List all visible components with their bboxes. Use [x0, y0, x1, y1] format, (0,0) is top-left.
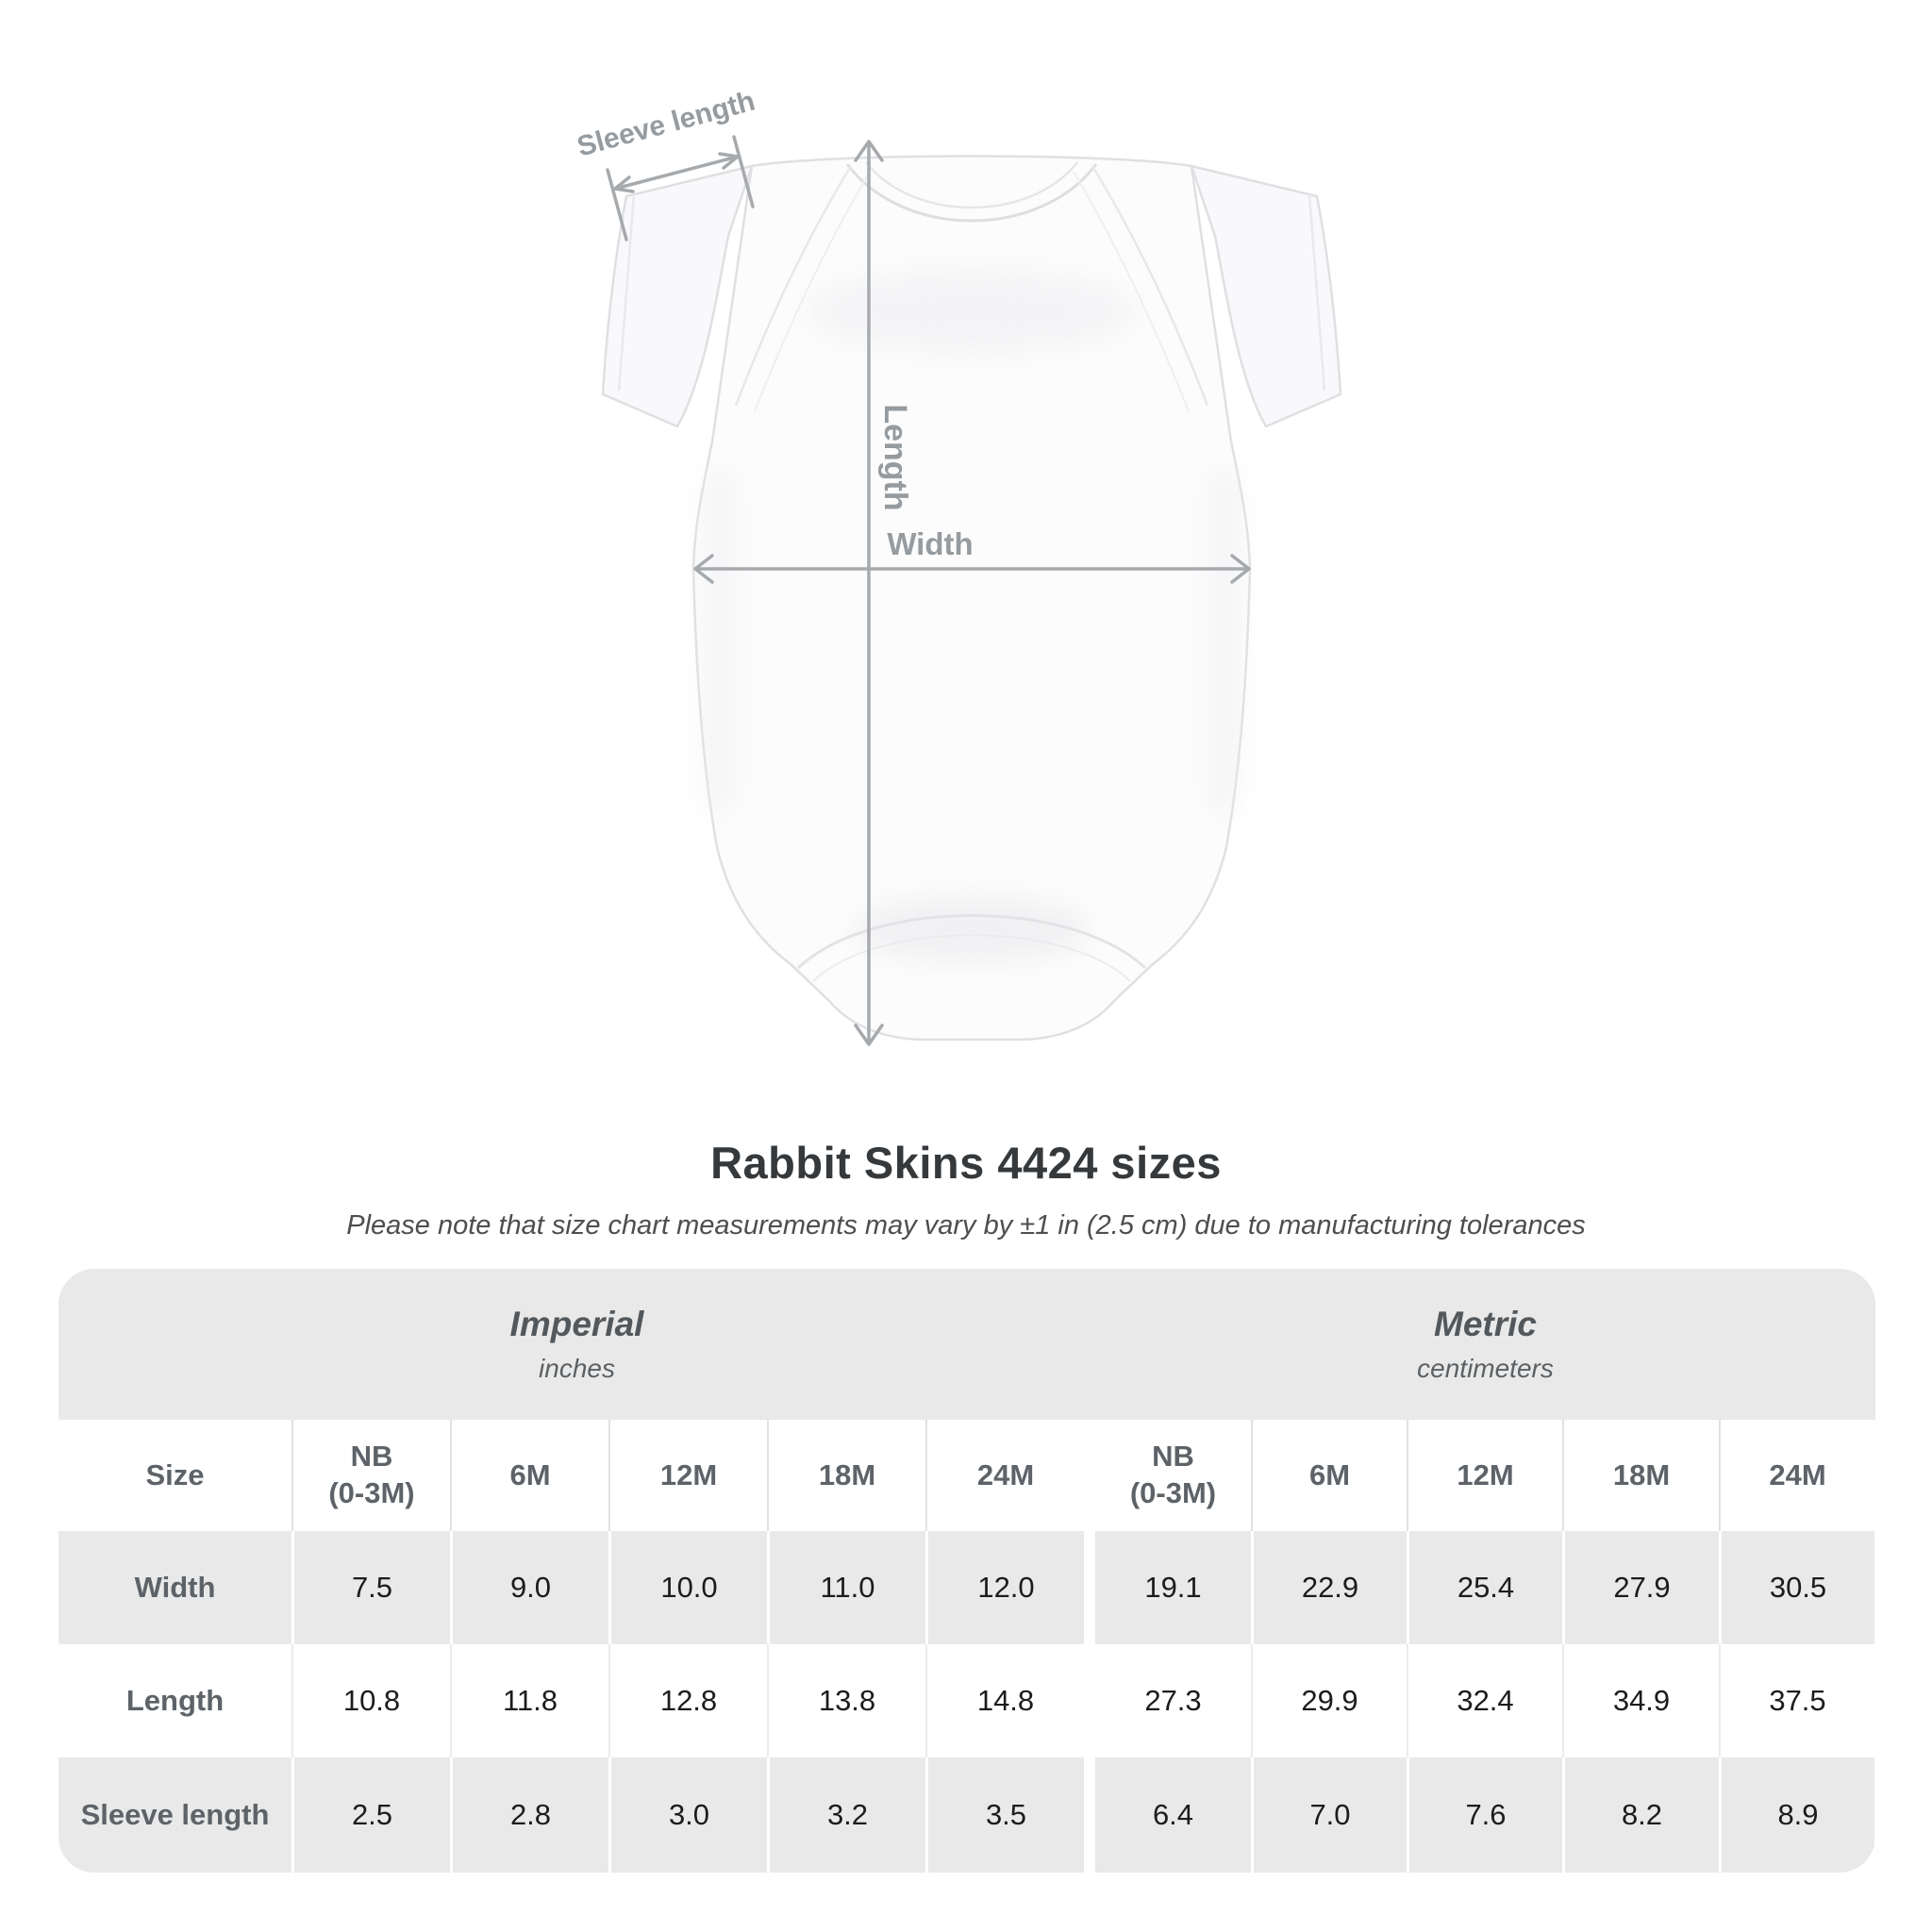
- bodysuit-body: [691, 155, 1252, 1041]
- value-cell: 2.8: [450, 1757, 608, 1873]
- length-dimension: Length: [854, 140, 913, 1046]
- size-header-cell: NB (0-3M): [291, 1420, 450, 1531]
- value-cell: 32.4: [1407, 1644, 1562, 1757]
- size-header-cell: 24M: [1719, 1420, 1874, 1531]
- value-cell: 27.3: [1095, 1644, 1251, 1757]
- half-divider: [1084, 1531, 1095, 1644]
- value-cell: 10.8: [291, 1644, 450, 1757]
- row-label: Length: [58, 1644, 291, 1757]
- size-subname: (0-3M): [1129, 1476, 1217, 1509]
- size-subname: (0-3M): [328, 1476, 415, 1509]
- metric-unit: centimeters: [1417, 1354, 1554, 1383]
- length-label: Length: [877, 404, 913, 510]
- sleeve-length-label: Sleeve length: [574, 86, 758, 163]
- size-name: NB: [350, 1440, 393, 1474]
- size-header-cell: 6M: [450, 1420, 608, 1531]
- imperial-header: Imperial inches: [58, 1305, 1095, 1384]
- value-cell: 12.0: [925, 1531, 1084, 1644]
- size-name: NB: [1152, 1440, 1194, 1474]
- value-cell: 2.5: [291, 1757, 450, 1873]
- half-divider: [1084, 1644, 1095, 1757]
- value-cell: 3.0: [608, 1757, 767, 1873]
- row-label: Width: [58, 1531, 291, 1644]
- value-cell: 3.5: [925, 1757, 1084, 1873]
- value-cell: 29.9: [1251, 1644, 1407, 1757]
- value-cell: 8.2: [1562, 1757, 1719, 1873]
- value-cell: 22.9: [1251, 1531, 1407, 1644]
- value-cell: 6.4: [1095, 1757, 1251, 1873]
- half-divider: [1084, 1757, 1095, 1873]
- value-cell: 11.0: [767, 1531, 925, 1644]
- tolerance-note: Please note that size chart measurements…: [346, 1210, 1586, 1241]
- size-header-cell: 12M: [1407, 1420, 1562, 1531]
- unit-system-header: Imperial inches Metric centimeters: [58, 1269, 1875, 1420]
- metric-title: Metric: [1434, 1305, 1537, 1343]
- value-cell: 13.8: [767, 1644, 925, 1757]
- imperial-title: Imperial: [509, 1305, 644, 1343]
- row-label: Sleeve length: [58, 1757, 291, 1873]
- size-grid: Size NB (0-3M) 6M 12M 18M 24M NB (0-3M) …: [58, 1420, 1875, 1873]
- value-cell: 7.6: [1407, 1757, 1562, 1873]
- value-cell: 7.0: [1251, 1757, 1407, 1873]
- value-cell: 27.9: [1562, 1531, 1719, 1644]
- value-cell: 25.4: [1407, 1531, 1562, 1644]
- size-header-cell: 24M: [925, 1420, 1084, 1531]
- value-cell: 12.8: [608, 1644, 767, 1757]
- value-cell: 34.9: [1562, 1644, 1719, 1757]
- size-table: Imperial inches Metric centimeters Size …: [58, 1269, 1875, 1873]
- width-dimension: Width: [693, 526, 1251, 584]
- bodysuit-sleeves: [601, 164, 1342, 428]
- page-title: Rabbit Skins 4424 sizes: [710, 1138, 1222, 1188]
- value-cell: 30.5: [1719, 1531, 1874, 1644]
- value-cell: 11.8: [450, 1644, 608, 1757]
- size-header-cell: 6M: [1251, 1420, 1407, 1531]
- width-label: Width: [887, 526, 973, 561]
- size-header-cell: 18M: [767, 1420, 925, 1531]
- value-cell: 19.1: [1095, 1531, 1251, 1644]
- value-cell: 3.2: [767, 1757, 925, 1873]
- value-cell: 7.5: [291, 1531, 450, 1644]
- half-divider: [1084, 1420, 1095, 1531]
- value-cell: 14.8: [925, 1644, 1084, 1757]
- size-header-cell: NB (0-3M): [1095, 1420, 1251, 1531]
- metric-header: Metric centimeters: [1095, 1305, 1875, 1384]
- value-cell: 9.0: [450, 1531, 608, 1644]
- size-header-cell: 18M: [1562, 1420, 1719, 1531]
- size-column-header: Size: [58, 1420, 291, 1531]
- imperial-unit: inches: [539, 1354, 615, 1383]
- bodysuit-measurement-diagram: Sleeve length Length Width: [574, 86, 1342, 1046]
- size-header-cell: 12M: [608, 1420, 767, 1531]
- value-cell: 8.9: [1719, 1757, 1874, 1873]
- value-cell: 37.5: [1719, 1644, 1874, 1757]
- value-cell: 10.0: [608, 1531, 767, 1644]
